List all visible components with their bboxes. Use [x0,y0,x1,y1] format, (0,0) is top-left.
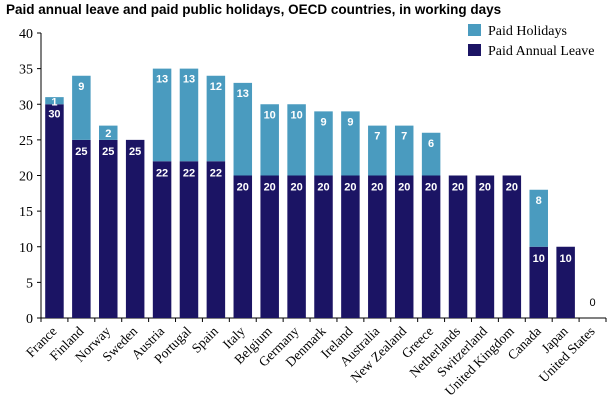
bar-paid-annual-leave [233,175,253,318]
data-label-paid-holidays: 7 [374,131,380,143]
data-label-paid-holidays: 2 [105,128,111,140]
data-label-paid-annual-leave: 20 [398,182,410,194]
bar-paid-holidays [45,97,64,105]
data-label-paid-annual-leave: 22 [183,167,195,179]
data-label-paid-annual-leave: 20 [264,182,276,194]
data-label-paid-holidays: 10 [290,109,302,121]
y-tick-label: 15 [19,205,33,220]
bar-paid-holidays [179,68,199,162]
y-tick-label: 0 [26,312,33,327]
data-label-paid-annual-leave: 20 [371,182,383,194]
legend-label-paid-holidays: Paid Holidays [488,24,567,39]
bar-paid-annual-leave [529,246,548,318]
bar-paid-annual-leave [502,175,522,318]
data-label-paid-annual-leave: 30 [48,108,60,120]
chart-title: Paid annual leave and paid public holida… [6,2,502,17]
y-tick-label: 30 [19,98,33,113]
data-label-paid-annual-leave: 10 [533,253,545,265]
data-label-paid-holidays: 7 [401,131,407,143]
bar-paid-annual-leave [394,175,414,318]
data-label-paid-annual-leave: 22 [156,167,168,179]
y-tick-label: 40 [19,27,33,42]
bar-paid-annual-leave [314,175,333,318]
category-label: Spain [189,323,222,356]
bar-paid-holidays [421,132,441,176]
bar-paid-annual-leave [368,175,387,318]
data-label-paid-annual-leave: 20 [344,182,356,194]
data-label-paid-annual-leave: 20 [290,182,302,194]
data-label-paid-holidays: 6 [428,138,434,150]
bar-paid-annual-leave [206,161,226,318]
bar-paid-annual-leave [421,175,441,318]
bar-paid-holidays [341,111,360,176]
data-label-paid-holidays: 13 [237,88,249,100]
bar-paid-annual-leave [152,161,172,318]
bar-paid-holidays [72,75,91,140]
data-label-paid-holidays: 1 [51,97,57,109]
legend-swatch-paid-annual-leave [468,44,481,56]
bar-paid-annual-leave [99,139,118,318]
y-tick-label: 10 [19,241,33,256]
data-label-paid-holidays: 10 [264,109,276,121]
legend-swatch-paid-holidays [468,24,481,36]
bar-paid-annual-leave [448,175,468,318]
bar-paid-holidays [529,189,548,247]
data-label-paid-annual-leave: 20 [317,182,329,194]
data-label-paid-annual-leave: 20 [506,182,518,194]
data-label-paid-holidays: 13 [183,74,195,86]
data-label-paid-holidays: 9 [320,116,326,128]
data-label-paid-annual-leave: 10 [560,253,572,265]
bar-paid-holidays [394,125,414,176]
data-label-paid-holidays: 12 [210,81,222,93]
y-tick-label: 35 [19,63,33,78]
data-label-paid-annual-leave: 25 [102,146,114,158]
bar-paid-annual-leave [475,175,495,318]
data-label-paid-holidays: 13 [156,74,168,86]
data-label-paid-annual-leave: 20 [425,182,437,194]
bar-paid-annual-leave [341,175,360,318]
data-label-paid-annual-leave: 20 [237,182,249,194]
data-label-paid-annual-leave: 20 [479,182,491,194]
bar-paid-annual-leave [287,175,306,318]
bar-paid-annual-leave [556,246,575,318]
bar-paid-annual-leave [125,139,145,318]
bar-paid-holidays [260,104,279,176]
data-label-paid-holidays: 8 [536,195,542,207]
bar-paid-holidays [368,125,387,176]
bar-paid-holidays [233,82,253,176]
y-tick-label: 25 [19,134,33,149]
data-label-paid-annual-leave: 25 [129,146,141,158]
data-label-paid-annual-leave: 22 [210,167,222,179]
y-tick-label: 5 [26,276,33,291]
bar-paid-annual-leave [179,161,199,318]
bar-paid-holidays [287,104,306,176]
bar-paid-annual-leave [72,139,91,318]
data-label-paid-holidays: 9 [347,116,353,128]
data-label-paid-annual-leave: 20 [452,182,464,194]
bar-paid-holidays [206,75,226,162]
legend-label-paid-annual-leave: Paid Annual Leave [488,44,595,59]
data-label-paid-annual-leave: 0 [589,297,595,309]
bar-paid-holidays [314,111,333,176]
bar-paid-annual-leave [260,175,279,318]
bar-paid-holidays [99,125,118,140]
data-label-paid-holidays: 9 [78,81,84,93]
y-tick-label: 20 [19,170,33,185]
bar-paid-annual-leave [45,104,64,318]
bar-paid-holidays [152,68,172,162]
data-label-paid-annual-leave: 25 [75,146,87,158]
